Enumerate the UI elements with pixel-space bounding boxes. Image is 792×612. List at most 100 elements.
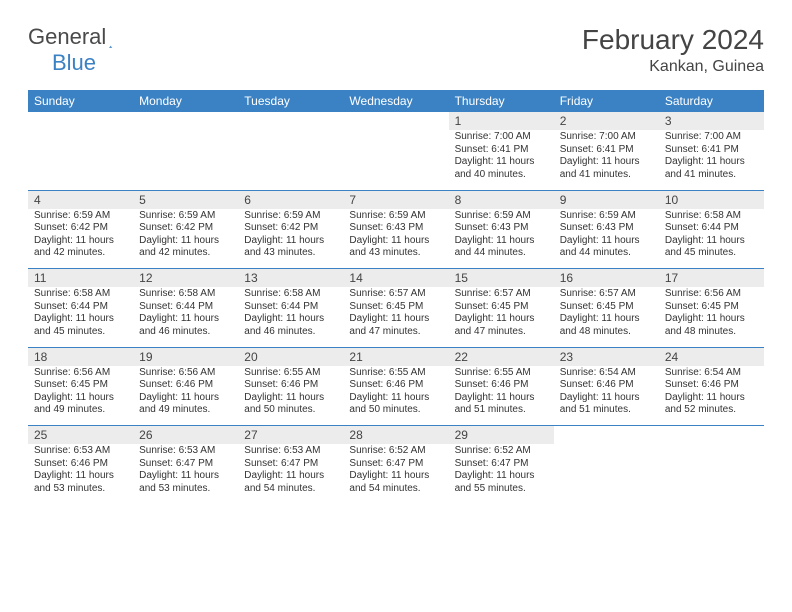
- day-cell-details: Sunrise: 6:52 AMSunset: 6:47 PMDaylight:…: [343, 444, 448, 504]
- sunrise-text: Sunrise: 6:53 AM: [139, 445, 232, 458]
- sunset-text: Sunset: 6:46 PM: [244, 379, 337, 392]
- sunset-text: Sunset: 6:41 PM: [665, 144, 758, 157]
- day-details: Sunrise: 7:00 AMSunset: 6:41 PMDaylight:…: [659, 130, 764, 185]
- weekday-header: Sunday: [28, 90, 133, 112]
- day-details: Sunrise: 6:56 AMSunset: 6:46 PMDaylight:…: [133, 366, 238, 421]
- day-details: Sunrise: 6:58 AMSunset: 6:44 PMDaylight:…: [659, 209, 764, 264]
- weekday-header: Saturday: [659, 90, 764, 112]
- day-cell-number: 5: [133, 190, 238, 209]
- sunset-text: Sunset: 6:46 PM: [34, 458, 127, 471]
- day-details: Sunrise: 6:56 AMSunset: 6:45 PMDaylight:…: [28, 366, 133, 421]
- weekday-header: Monday: [133, 90, 238, 112]
- daylight-text-2: and 55 minutes.: [455, 483, 548, 496]
- daylight-text-1: Daylight: 11 hours: [244, 470, 337, 483]
- day-cell-number: 15: [449, 269, 554, 288]
- day-cell-number: 20: [238, 347, 343, 366]
- day-details: Sunrise: 6:54 AMSunset: 6:46 PMDaylight:…: [659, 366, 764, 421]
- day-details: Sunrise: 6:55 AMSunset: 6:46 PMDaylight:…: [449, 366, 554, 421]
- daylight-text-2: and 40 minutes.: [455, 169, 548, 182]
- sunset-text: Sunset: 6:47 PM: [244, 458, 337, 471]
- daylight-text-2: and 49 minutes.: [34, 404, 127, 417]
- day-number: 11: [28, 269, 133, 287]
- day-details: Sunrise: 6:58 AMSunset: 6:44 PMDaylight:…: [238, 287, 343, 342]
- sunrise-text: Sunrise: 7:00 AM: [455, 131, 548, 144]
- day-cell-details: Sunrise: 6:59 AMSunset: 6:43 PMDaylight:…: [449, 209, 554, 269]
- sunrise-text: Sunrise: 6:56 AM: [665, 288, 758, 301]
- sunrise-text: Sunrise: 6:59 AM: [139, 210, 232, 223]
- daylight-text-2: and 46 minutes.: [244, 326, 337, 339]
- daylight-text-2: and 49 minutes.: [139, 404, 232, 417]
- day-cell-number: 18: [28, 347, 133, 366]
- daylight-text-2: and 48 minutes.: [560, 326, 653, 339]
- sunset-text: Sunset: 6:41 PM: [455, 144, 548, 157]
- daylight-text-1: Daylight: 11 hours: [665, 392, 758, 405]
- sunrise-text: Sunrise: 6:57 AM: [349, 288, 442, 301]
- sunset-text: Sunset: 6:44 PM: [139, 301, 232, 314]
- day-cell-details: Sunrise: 6:58 AMSunset: 6:44 PMDaylight:…: [28, 287, 133, 347]
- daylight-text-2: and 42 minutes.: [139, 247, 232, 260]
- daylight-text-1: Daylight: 11 hours: [139, 392, 232, 405]
- daylight-text-2: and 54 minutes.: [244, 483, 337, 496]
- day-cell-number: 14: [343, 269, 448, 288]
- day-number: 8: [449, 191, 554, 209]
- day-details: Sunrise: 6:52 AMSunset: 6:47 PMDaylight:…: [343, 444, 448, 499]
- daylight-text-1: Daylight: 11 hours: [455, 392, 548, 405]
- day-cell-details: Sunrise: 6:58 AMSunset: 6:44 PMDaylight:…: [238, 287, 343, 347]
- sunset-text: Sunset: 6:47 PM: [139, 458, 232, 471]
- sunset-text: Sunset: 6:42 PM: [34, 222, 127, 235]
- daylight-text-2: and 44 minutes.: [455, 247, 548, 260]
- day-details: Sunrise: 6:58 AMSunset: 6:44 PMDaylight:…: [28, 287, 133, 342]
- day-cell-details: Sunrise: 6:59 AMSunset: 6:42 PMDaylight:…: [238, 209, 343, 269]
- day-cell-number: 28: [343, 426, 448, 445]
- calendar-table: Sunday Monday Tuesday Wednesday Thursday…: [28, 90, 764, 504]
- daynum-row: 18192021222324: [28, 347, 764, 366]
- calendar-page: General February 2024 Kankan, Guinea Blu…: [0, 0, 792, 528]
- sunset-text: Sunset: 6:46 PM: [349, 379, 442, 392]
- daylight-text-1: Daylight: 11 hours: [665, 313, 758, 326]
- calendar-wrap: Sunday Monday Tuesday Wednesday Thursday…: [28, 90, 764, 504]
- day-cell-details: [659, 444, 764, 504]
- logo-text-1: General: [28, 24, 106, 50]
- daylight-text-2: and 51 minutes.: [455, 404, 548, 417]
- day-cell-details: Sunrise: 7:00 AMSunset: 6:41 PMDaylight:…: [554, 130, 659, 190]
- daylight-text-2: and 46 minutes.: [139, 326, 232, 339]
- sunrise-text: Sunrise: 7:00 AM: [560, 131, 653, 144]
- day-number: 27: [238, 426, 343, 444]
- daylight-text-2: and 41 minutes.: [665, 169, 758, 182]
- daylight-text-2: and 43 minutes.: [349, 247, 442, 260]
- daylight-text-2: and 53 minutes.: [34, 483, 127, 496]
- daylight-text-1: Daylight: 11 hours: [34, 470, 127, 483]
- weekday-header: Thursday: [449, 90, 554, 112]
- daylight-text-1: Daylight: 11 hours: [139, 470, 232, 483]
- day-cell-number: 8: [449, 190, 554, 209]
- daylight-text-2: and 42 minutes.: [34, 247, 127, 260]
- day-details: Sunrise: 6:59 AMSunset: 6:42 PMDaylight:…: [28, 209, 133, 264]
- daylight-text-1: Daylight: 11 hours: [455, 470, 548, 483]
- sunset-text: Sunset: 6:43 PM: [455, 222, 548, 235]
- day-cell-number: 23: [554, 347, 659, 366]
- day-cell-number: 29: [449, 426, 554, 445]
- sunrise-text: Sunrise: 6:52 AM: [455, 445, 548, 458]
- day-cell-details: Sunrise: 6:55 AMSunset: 6:46 PMDaylight:…: [343, 366, 448, 426]
- day-number: 12: [133, 269, 238, 287]
- day-cell-details: [343, 130, 448, 190]
- day-details: Sunrise: 6:57 AMSunset: 6:45 PMDaylight:…: [343, 287, 448, 342]
- day-number: 23: [554, 348, 659, 366]
- details-row: Sunrise: 6:53 AMSunset: 6:46 PMDaylight:…: [28, 444, 764, 504]
- daylight-text-2: and 51 minutes.: [560, 404, 653, 417]
- daylight-text-1: Daylight: 11 hours: [139, 235, 232, 248]
- day-cell-details: Sunrise: 6:56 AMSunset: 6:45 PMDaylight:…: [28, 366, 133, 426]
- sunrise-text: Sunrise: 6:53 AM: [244, 445, 337, 458]
- day-number: 10: [659, 191, 764, 209]
- sunset-text: Sunset: 6:44 PM: [665, 222, 758, 235]
- day-cell-number: 27: [238, 426, 343, 445]
- day-number: 17: [659, 269, 764, 287]
- daylight-text-1: Daylight: 11 hours: [244, 392, 337, 405]
- day-cell-number: [554, 426, 659, 445]
- day-cell-details: Sunrise: 6:52 AMSunset: 6:47 PMDaylight:…: [449, 444, 554, 504]
- day-cell-number: 4: [28, 190, 133, 209]
- day-cell-number: [133, 112, 238, 130]
- day-cell-number: 16: [554, 269, 659, 288]
- sunset-text: Sunset: 6:44 PM: [34, 301, 127, 314]
- sunrise-text: Sunrise: 7:00 AM: [665, 131, 758, 144]
